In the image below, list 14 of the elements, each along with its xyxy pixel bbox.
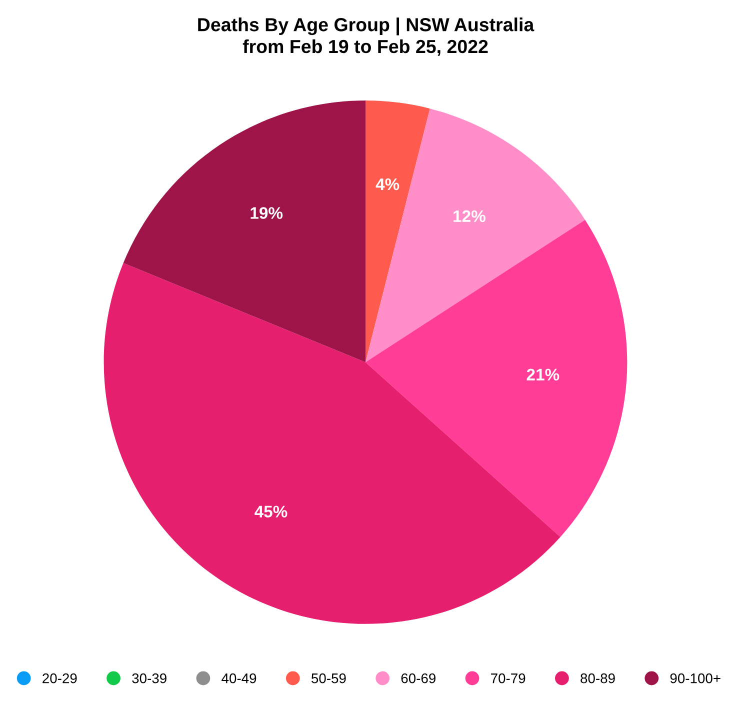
legend-label: 40-49 bbox=[222, 673, 256, 684]
legend-label: 20-29 bbox=[42, 673, 77, 684]
data-label: 12% bbox=[454, 210, 486, 222]
data-label: 4% bbox=[376, 178, 400, 190]
legend-label: 50-59 bbox=[312, 673, 346, 684]
data-label: 19% bbox=[250, 207, 283, 219]
data-label: 45% bbox=[254, 506, 288, 518]
legend-label: 30-39 bbox=[132, 673, 166, 684]
data-label: 21% bbox=[526, 368, 560, 380]
chart-title: Deaths By Age Group | NSW Australia from Feb 19 to Feb 25, 2022 bbox=[198, 18, 534, 56]
legend-label: 80-89 bbox=[580, 673, 615, 684]
legend-label: 70-79 bbox=[491, 673, 526, 684]
legend-label: 90-100+ bbox=[670, 673, 720, 684]
legend-label: 60-69 bbox=[401, 673, 436, 684]
